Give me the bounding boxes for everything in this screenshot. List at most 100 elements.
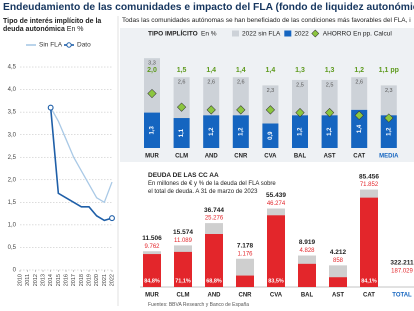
legend-label: Dato [77,42,91,49]
total-label: TOTAL [392,293,412,299]
y-tick-label: 2,5 [8,155,17,161]
chart-title: TIPO IMPLÍCITO [148,29,198,38]
x-tick-label: 2020 [94,274,100,286]
bar [329,277,347,287]
y-tick-label: 0 [13,268,17,274]
marker [295,108,305,118]
value-label: 0,9 [268,131,274,140]
value-label: 71.852 [360,182,379,188]
value-label: 2,6 [237,80,245,86]
total-value: 187.029 [391,269,413,275]
x-tick-label: CAT [363,293,375,299]
x-tick-label: BAL [294,154,307,160]
x-tick-label: CVA [264,154,277,160]
x-tick-label: 2017 [71,274,77,286]
value-label: 2,6 [178,80,186,86]
value-label: 2,5 [326,82,334,88]
value-label: 25.276 [205,216,224,222]
bar [144,112,160,148]
legend-swatch [311,29,320,38]
bar [351,109,368,148]
subtitle: En millones de € y % de la deuda del FLA… [148,181,276,195]
marker [384,113,394,123]
value-label: 1,2 [327,127,333,136]
value-label: 2,6 [355,80,363,86]
unit: En % [66,26,84,33]
bar [262,123,279,148]
x-tick-label: 2014 [48,274,54,286]
x-tick-label: AND [208,293,222,299]
share-label: 84,1% [361,278,377,284]
y-tick-label: 2,0 [8,177,17,183]
value-label: 4.828 [299,248,315,254]
value-label: 3,3 [148,61,156,67]
bar [143,254,161,287]
value-label: 15.574 [173,229,193,236]
x-tick-label: 2012 [33,274,39,286]
value-label: 1,4 [206,67,216,74]
x-tick-label: MUR [145,293,159,299]
value-label: 1,3 [150,125,156,134]
bar [205,234,223,287]
bar [380,115,397,148]
chart-title: Tipo de interés implícito de la deuda au… [3,18,102,33]
value-label: 858 [333,258,344,264]
x-tick-label: 2021 [102,274,108,286]
x-tick-label: CLM [175,154,188,160]
value-label: 55.439 [266,192,286,199]
legend-swatch [232,30,239,37]
y-tick-label: 4,0 [8,87,17,93]
x-tick-label: MUR [145,154,159,160]
value-label: 1.176 [237,251,253,257]
point-marker [47,104,54,111]
value-label: 1,1 pp [379,67,399,74]
value-label: 1,2 [386,127,392,136]
value-label: 46.274 [267,201,286,207]
bar [360,197,378,287]
legend-label: Sin FLA [39,42,63,49]
x-tick-label: 2013 [40,274,46,286]
x-tick-label: CNR [234,154,248,160]
left-title: Tipo de interés implícito de la deuda au… [3,18,115,34]
value-label: 1,2 [238,127,244,136]
x-tick-label: 2016 [63,274,69,286]
value-label: 1,5 [177,67,187,74]
legend-label: AHORRO En pp. Calcul [323,31,393,38]
y-tick-label: 3,0 [8,132,17,138]
value-label: 11.506 [142,235,162,242]
source: Fuentes: BBVA Research y Banco de España [148,302,250,308]
bar [267,215,285,287]
bar [173,118,190,148]
legend-label: 2022 sin FLA [242,31,281,38]
value-label: 7.178 [237,242,254,249]
value-label: 85.456 [359,173,379,180]
bar [298,263,316,287]
value-label: 1,1 [179,128,185,137]
y-tick-label: 3,5 [8,110,17,116]
bar [203,115,220,148]
value-label: 2,6 [207,80,215,86]
value-label: 2,3 [385,88,393,94]
total-value: 322.211 [390,260,414,267]
x-tick-label: 2015 [56,274,62,286]
marker [206,105,216,115]
legend-swatch [284,30,292,37]
x-tick-label: 2018 [79,274,85,286]
series-line [49,107,113,222]
x-tick-label: AST [324,154,336,160]
bar [321,115,338,148]
y-tick-label: 0,5 [8,245,17,251]
unit: En % [201,31,217,38]
share-label: 71,1% [175,278,191,284]
value-label: 8.919 [299,239,316,246]
x-tick-label: CNR [239,293,253,299]
value-label: 1,2 [298,127,304,136]
value-label: 36.744 [204,207,224,214]
bar [174,251,192,287]
value-label: 1,4 [357,124,363,133]
marker [177,102,187,112]
value-label: 1,2 [354,67,364,74]
share-label: 68,8% [206,278,222,284]
